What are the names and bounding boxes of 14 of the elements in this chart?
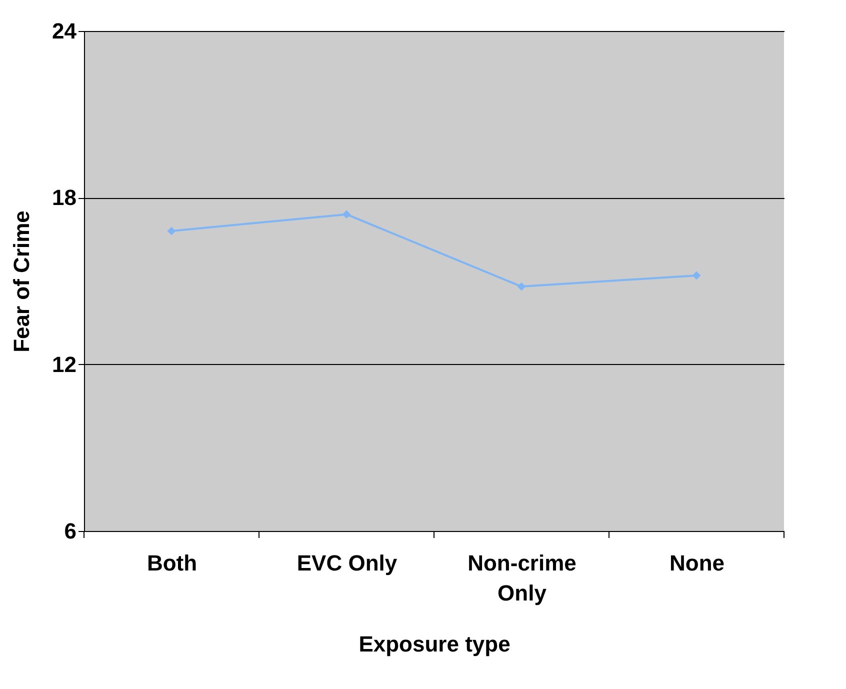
point [167,226,176,236]
x-tick-label: None [670,550,724,576]
x-tick-label: Both [146,550,198,576]
point [517,282,526,291]
y-tick-label: 24 [52,18,78,44]
point [342,210,351,219]
y-tick-label: 18 [52,185,76,210]
point [692,271,701,280]
x-axis-title: Exposure type [358,632,510,656]
x-tick-label: Non-crime Only [468,550,576,606]
y-tick-label: 12 [52,352,76,377]
x-tick-label: EVC Only [296,550,398,576]
y-tick-label: 6 [64,518,76,544]
y-axis-title: Fear of Crime [9,210,34,352]
